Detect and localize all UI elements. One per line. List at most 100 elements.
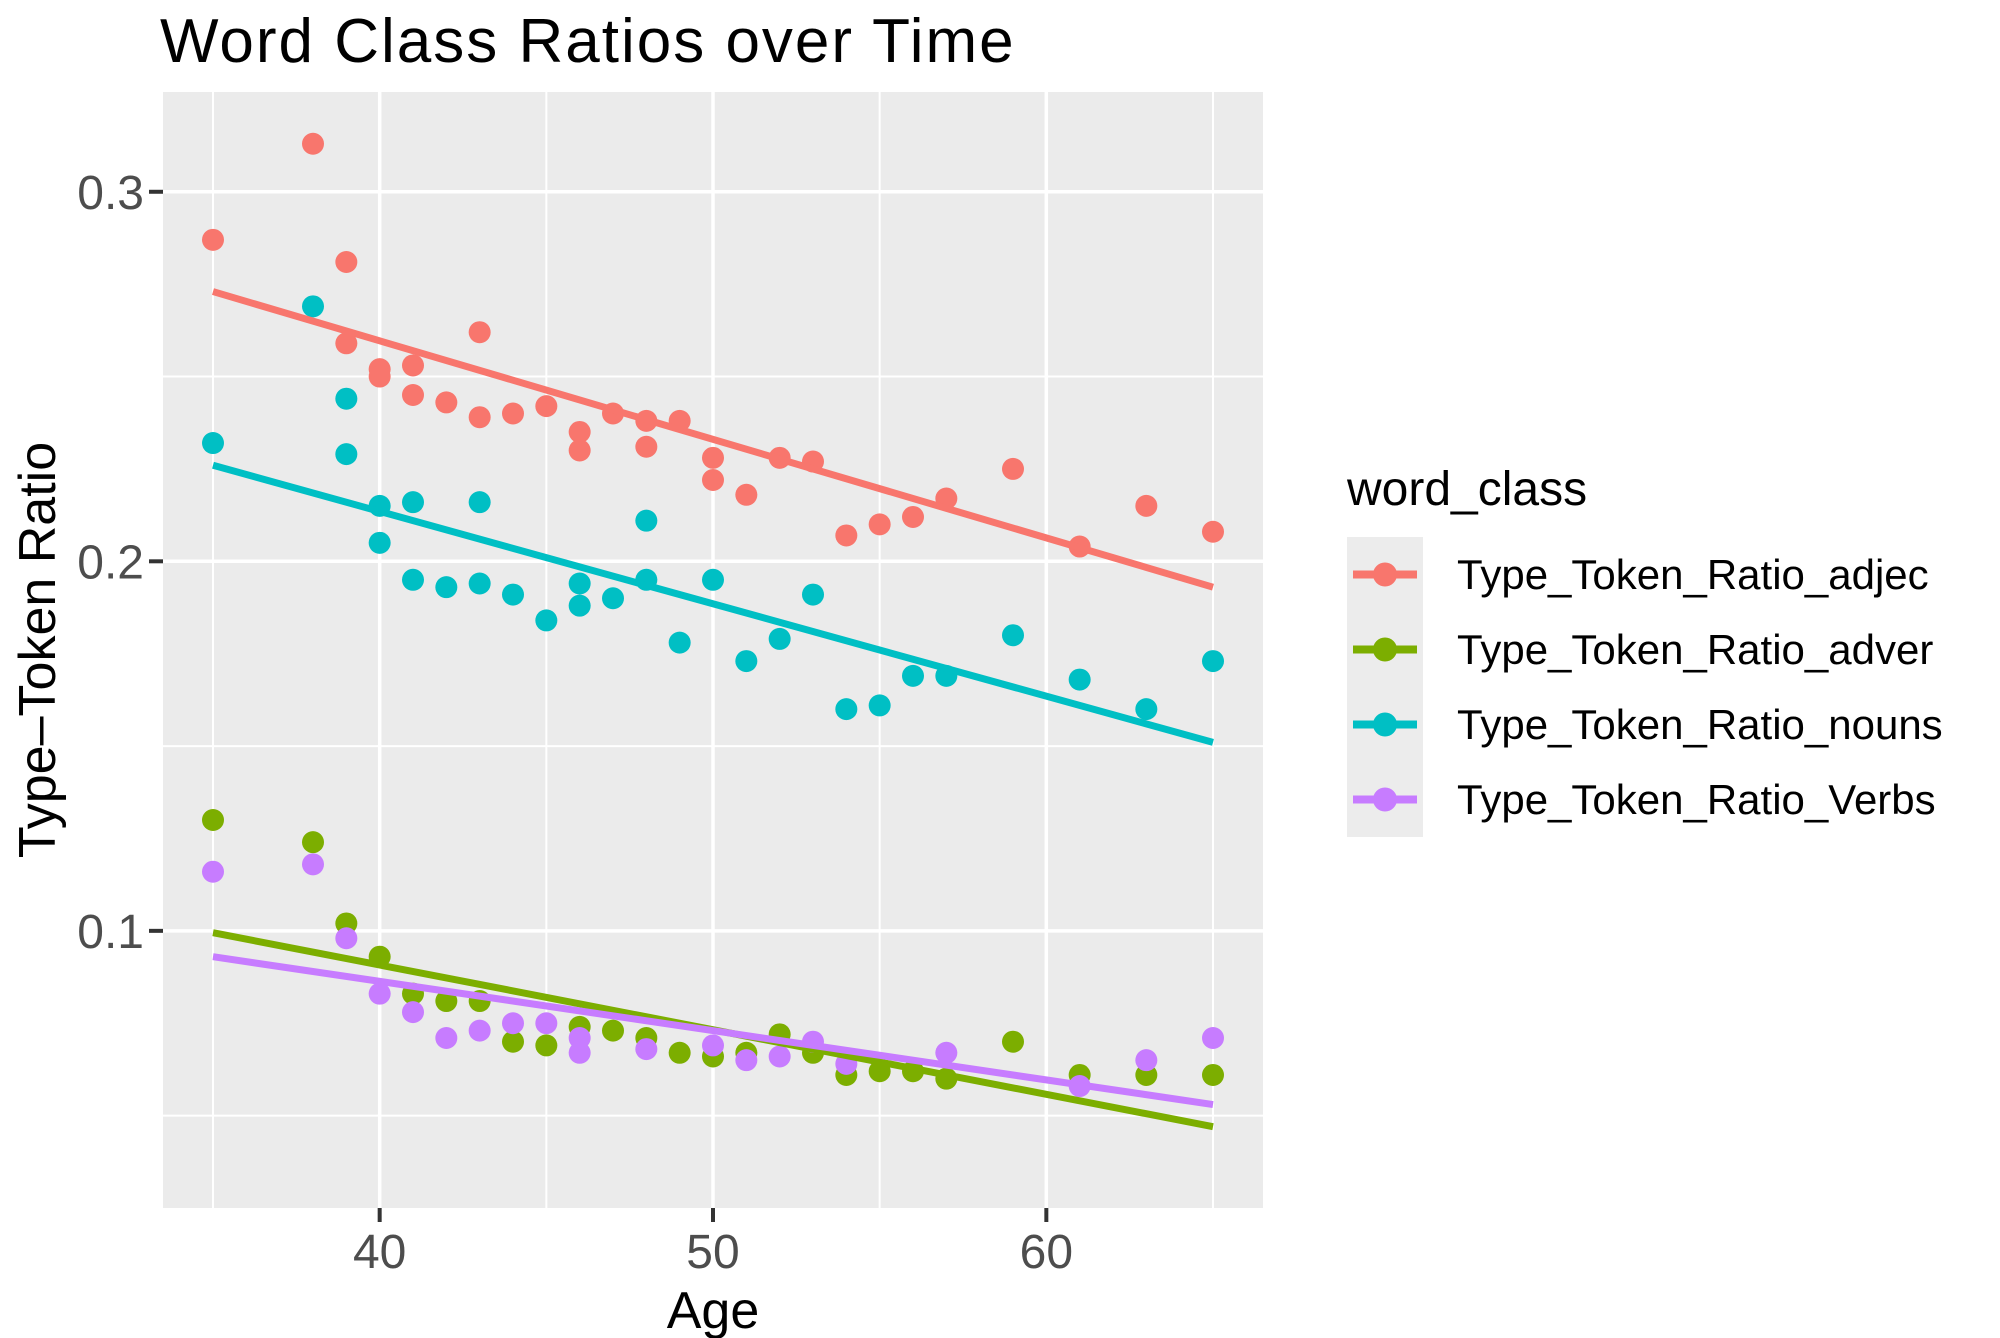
data-point-Type_Token_Ratio_adver <box>502 1030 524 1053</box>
data-point-Type_Token_Ratio_adver <box>435 990 458 1013</box>
data-point-Type_Token_Ratio_Verbs <box>335 927 358 950</box>
data-point-Type_Token_Ratio_adjec <box>902 505 924 528</box>
chart-title: Word Class Ratios over Time <box>160 7 1016 76</box>
data-point-Type_Token_Ratio_adjec <box>202 228 224 251</box>
data-point-Type_Token_Ratio_nouns <box>1002 624 1024 647</box>
data-point-Type_Token_Ratio_nouns <box>435 576 458 599</box>
trend-line-Type_Token_Ratio_adjec <box>212 288 1214 591</box>
data-point-Type_Token_Ratio_adjec <box>1135 494 1158 517</box>
data-point-Type_Token_Ratio_nouns <box>368 531 391 554</box>
data-point-Type_Token_Ratio_Verbs <box>702 1034 724 1057</box>
data-point-Type_Token_Ratio_nouns <box>635 509 658 532</box>
y-axis-title: Type–Token Ratio <box>9 441 67 859</box>
legend-item: Type_Token_Ratio_adjec <box>1347 537 1943 612</box>
x-tick-label: 60 <box>1020 1226 1073 1279</box>
data-point-Type_Token_Ratio_Verbs <box>1135 1049 1158 1072</box>
data-point-Type_Token_Ratio_nouns <box>735 650 758 673</box>
data-point-Type_Token_Ratio_nouns <box>868 694 891 717</box>
legend-item-label: Type_Token_Ratio_adjec <box>1457 550 1929 598</box>
data-point-Type_Token_Ratio_nouns <box>902 664 924 687</box>
data-point-Type_Token_Ratio_adjec <box>568 439 591 462</box>
legend-key-icon <box>1347 687 1423 762</box>
data-point-Type_Token_Ratio_adjec <box>1002 457 1024 480</box>
data-point-Type_Token_Ratio_nouns <box>602 587 624 610</box>
data-point-Type_Token_Ratio_nouns <box>668 631 691 654</box>
data-point-Type_Token_Ratio_nouns <box>835 698 858 721</box>
legend-item: Type_Token_Ratio_Verbs <box>1347 762 1943 837</box>
data-point-Type_Token_Ratio_nouns <box>468 491 491 514</box>
data-point-Type_Token_Ratio_Verbs <box>302 853 324 876</box>
data-point-Type_Token_Ratio_adver <box>302 831 324 854</box>
data-point-Type_Token_Ratio_nouns <box>468 572 491 595</box>
data-point-Type_Token_Ratio_adver <box>668 1041 691 1064</box>
legend-key-icon <box>1347 537 1423 612</box>
data-point-Type_Token_Ratio_Verbs <box>435 1027 458 1050</box>
data-point-Type_Token_Ratio_adjec <box>535 395 558 418</box>
trend-line-Type_Token_Ratio_Verbs <box>212 953 1214 1108</box>
data-point-Type_Token_Ratio_nouns <box>802 583 824 606</box>
data-point-Type_Token_Ratio_adjec <box>735 483 758 506</box>
data-point-Type_Token_Ratio_Verbs <box>935 1041 958 1064</box>
data-point-Type_Token_Ratio_nouns <box>335 443 358 466</box>
data-point-Type_Token_Ratio_adjec <box>368 365 391 388</box>
data-point-Type_Token_Ratio_nouns <box>568 594 591 617</box>
data-point-Type_Token_Ratio_Verbs <box>468 1019 491 1042</box>
x-tick-label: 50 <box>686 1226 739 1279</box>
data-point-Type_Token_Ratio_adjec <box>468 406 491 429</box>
legend-item-label: Type_Token_Ratio_adver <box>1457 625 1934 673</box>
data-point-Type_Token_Ratio_nouns <box>1202 650 1224 673</box>
data-point-Type_Token_Ratio_nouns <box>402 491 424 514</box>
data-point-Type_Token_Ratio_Verbs <box>568 1041 591 1064</box>
data-point-Type_Token_Ratio_nouns <box>335 387 358 410</box>
legend-items: Type_Token_Ratio_adjec Type_Token_Ratio_a… <box>1347 537 1943 837</box>
data-point-Type_Token_Ratio_Verbs <box>402 1001 424 1024</box>
y-tick-label: 0.2 <box>77 536 144 589</box>
data-point-Type_Token_Ratio_nouns <box>768 627 791 650</box>
legend-key-icon <box>1347 612 1423 687</box>
y-tick-label: 0.3 <box>77 167 144 220</box>
legend-key-icon <box>1347 762 1423 837</box>
data-point-Type_Token_Ratio_adjec <box>868 513 891 536</box>
data-point-Type_Token_Ratio_adver <box>535 1034 558 1057</box>
data-point-Type_Token_Ratio_Verbs <box>635 1038 658 1061</box>
data-point-Type_Token_Ratio_nouns <box>402 568 424 591</box>
data-point-Type_Token_Ratio_Verbs <box>768 1045 791 1068</box>
data-point-Type_Token_Ratio_nouns <box>1068 668 1091 691</box>
data-point-Type_Token_Ratio_adver <box>202 808 224 831</box>
data-point-Type_Token_Ratio_Verbs <box>535 1012 558 1035</box>
data-point-Type_Token_Ratio_nouns <box>568 572 591 595</box>
data-point-Type_Token_Ratio_Verbs <box>735 1049 758 1072</box>
data-point-Type_Token_Ratio_adjec <box>435 391 458 414</box>
data-point-Type_Token_Ratio_nouns <box>502 583 524 606</box>
data-point-Type_Token_Ratio_adjec <box>335 250 358 273</box>
data-point-Type_Token_Ratio_adjec <box>568 420 591 443</box>
data-point-Type_Token_Ratio_nouns <box>202 432 224 455</box>
trend-line-Type_Token_Ratio_nouns <box>212 461 1214 746</box>
data-point-Type_Token_Ratio_nouns <box>302 295 324 318</box>
data-point-Type_Token_Ratio_adjec <box>635 435 658 458</box>
y-tick-label: 0.1 <box>77 906 144 959</box>
legend-title: word_class <box>1347 463 1588 516</box>
data-point-Type_Token_Ratio_adjec <box>302 132 324 155</box>
data-point-Type_Token_Ratio_Verbs <box>202 860 224 883</box>
legend-item-label: Type_Token_Ratio_Verbs <box>1457 775 1936 823</box>
x-axis-title: Age <box>666 1282 760 1338</box>
legend-item: Type_Token_Ratio_nouns <box>1347 687 1943 762</box>
data-point-Type_Token_Ratio_adjec <box>702 469 724 492</box>
legend: word_class Type_Token_Ratio_adjec Type_To… <box>1347 462 1943 837</box>
data-point-Type_Token_Ratio_adver <box>602 1019 624 1042</box>
data-point-Type_Token_Ratio_adjec <box>835 524 858 547</box>
data-point-Type_Token_Ratio_nouns <box>1135 698 1158 721</box>
data-point-Type_Token_Ratio_adjec <box>335 332 358 355</box>
data-point-Type_Token_Ratio_Verbs <box>502 1012 524 1035</box>
data-point-Type_Token_Ratio_Verbs <box>368 982 391 1005</box>
data-point-Type_Token_Ratio_nouns <box>535 609 558 632</box>
data-point-Type_Token_Ratio_nouns <box>702 568 724 591</box>
data-point-Type_Token_Ratio_adjec <box>402 384 424 407</box>
data-point-Type_Token_Ratio_adjec <box>402 354 424 377</box>
legend-item-label: Type_Token_Ratio_nouns <box>1457 700 1943 748</box>
x-tick-label: 40 <box>353 1226 406 1279</box>
data-point-Type_Token_Ratio_adjec <box>702 446 724 469</box>
